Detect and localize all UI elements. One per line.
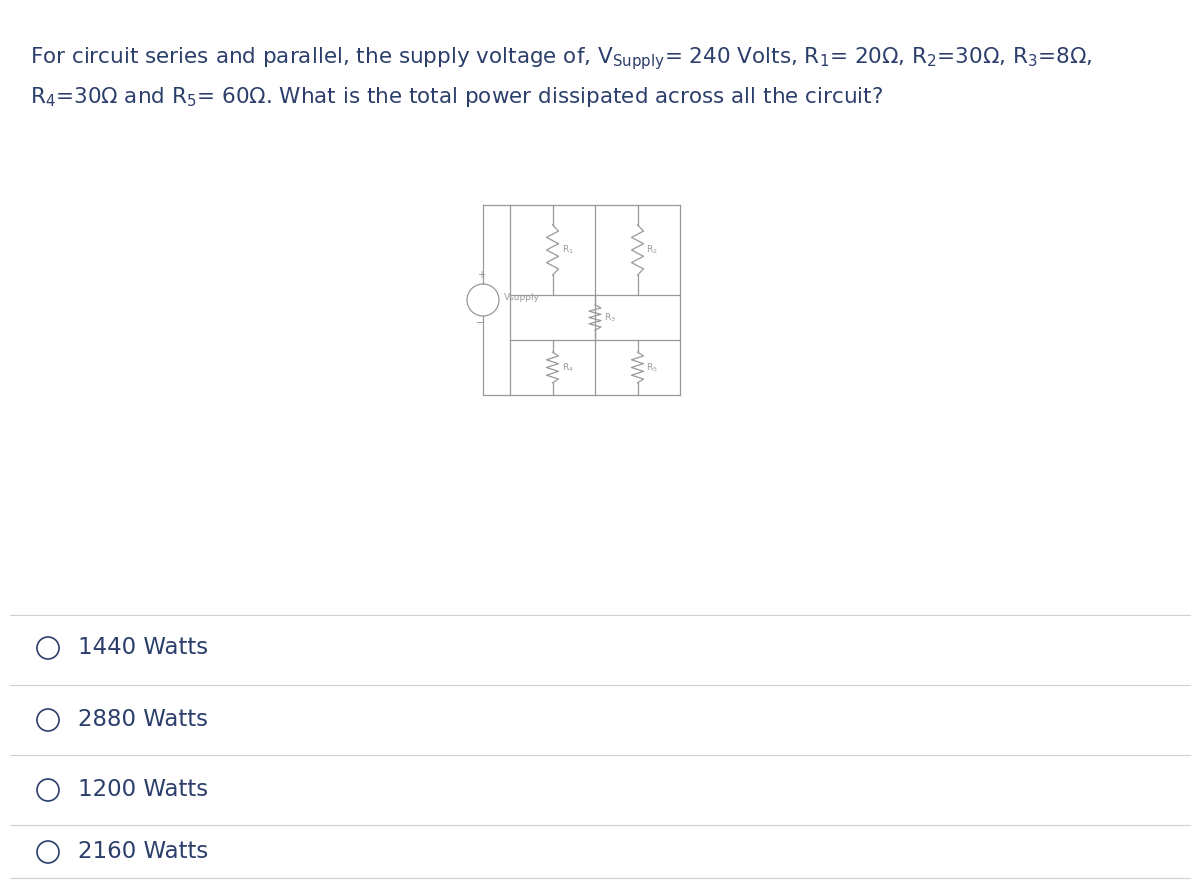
Text: 2160 Watts: 2160 Watts	[78, 841, 209, 864]
Text: R$_2$: R$_2$	[647, 244, 659, 256]
Text: R$_{\mathregular{4}}$=30$\Omega$ and R$_{\mathregular{5}}$= 60$\Omega$. What is : R$_{\mathregular{4}}$=30$\Omega$ and R$_…	[30, 85, 883, 109]
Text: R$_5$: R$_5$	[647, 361, 659, 374]
Text: 1440 Watts: 1440 Watts	[78, 637, 208, 660]
Text: 1200 Watts: 1200 Watts	[78, 779, 208, 802]
Text: R$_3$: R$_3$	[604, 311, 616, 324]
Text: R$_1$: R$_1$	[562, 244, 574, 256]
Text: Vsupply: Vsupply	[504, 293, 540, 303]
Text: R$_4$: R$_4$	[562, 361, 574, 374]
Text: For circuit series and parallel, the supply voltage of, V$_{\mathregular{Supply}: For circuit series and parallel, the sup…	[30, 45, 1092, 72]
Text: +: +	[478, 270, 485, 280]
Text: −: −	[476, 318, 486, 328]
Text: 2880 Watts: 2880 Watts	[78, 708, 208, 731]
